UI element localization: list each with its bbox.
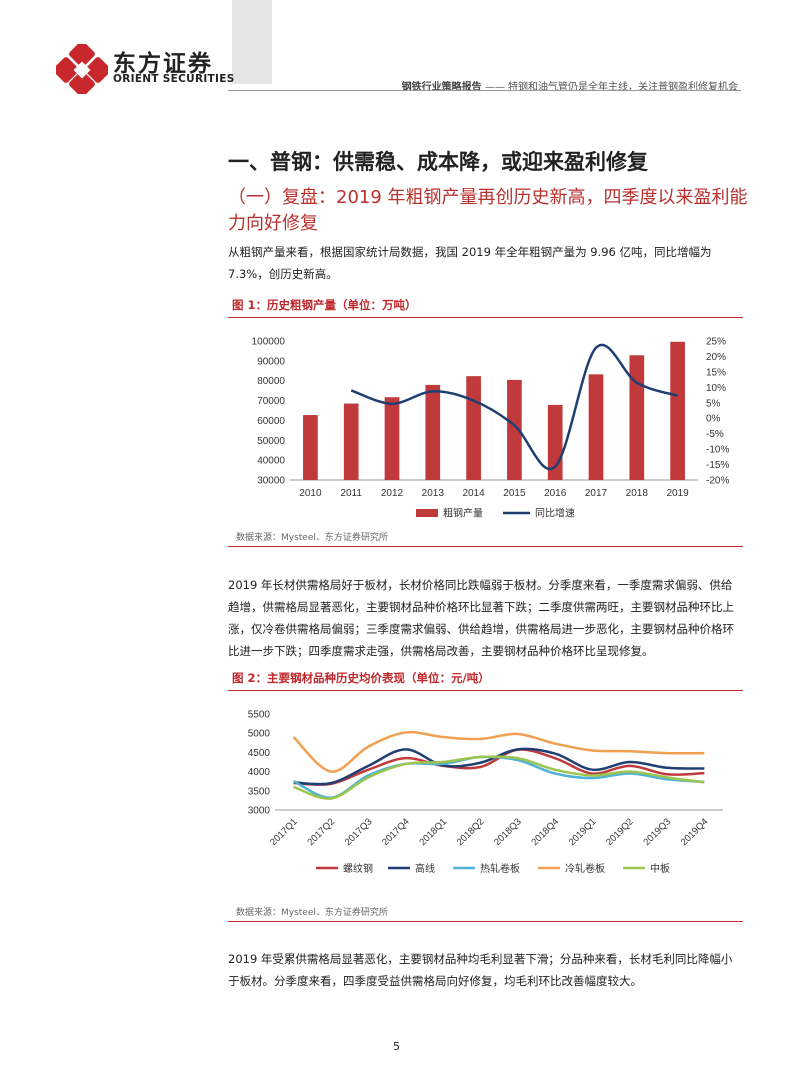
x-tick-label: 2018 [626, 488, 649, 499]
y2-tick-label: 20% [706, 352, 726, 363]
x-tick-label: 2017 [585, 488, 608, 499]
x-tick-label: 2018Q2 [455, 816, 487, 848]
y-tick-label: 3000 [248, 806, 271, 817]
subsection-title: （一）复盘：2019 年粗钢产量再创历史新高，四季度以来盈利能力向好修复 [228, 187, 748, 234]
y-tick-label: 30000 [257, 476, 285, 487]
y2-tick-label: 15% [706, 367, 726, 378]
bar [670, 341, 685, 480]
x-tick-label: 2018Q3 [492, 816, 524, 848]
x-tick-label: 2011 [340, 488, 362, 499]
bar [303, 415, 318, 480]
x-tick-label: 2019Q1 [567, 816, 599, 848]
logo-chinese-name: 东方证券 [113, 51, 213, 77]
report-header: 钢铁行业策略报告 —— 特钢和油气管仍是全年主线，关注普钢盈利修复机会 [402, 78, 738, 93]
x-tick-label: 2015 [503, 488, 526, 499]
figure-2-top-rule [228, 690, 743, 691]
x-tick-label: 2019Q4 [679, 816, 711, 848]
bar [384, 397, 400, 480]
x-tick-label: 2016 [544, 488, 567, 499]
y2-tick-label: 5% [706, 398, 721, 409]
section-title: 一、普钢：供需稳、成本降，或迎来盈利修复 [228, 150, 648, 174]
report-title: —— 特钢和油气管仍是全年主线，关注普钢盈利修复机会 [484, 82, 738, 93]
bar [507, 379, 522, 480]
bar [425, 384, 441, 480]
x-tick-label: 2019Q2 [604, 816, 636, 848]
logo-english-name: ORIENT SECURITIES [113, 73, 235, 85]
series-line [293, 755, 705, 800]
bar [629, 355, 645, 480]
x-tick-label: 2012 [381, 488, 404, 499]
series-line [293, 747, 705, 786]
x-tick-label: 2018Q4 [529, 816, 561, 848]
figure-1-bottom-rule [228, 546, 743, 547]
x-tick-label: 2017Q3 [343, 816, 375, 848]
y-tick-label: 5000 [248, 729, 271, 740]
legend-line-label: 同比增速 [535, 507, 575, 520]
x-tick-label: 2018Q1 [417, 816, 449, 848]
y-tick-label: 60000 [257, 416, 285, 427]
orient-logo-icon [56, 44, 108, 94]
paragraph-1: 从粗钢产量来看，根据国家统计局数据，我国 2019 年全年粗钢产量为 9.96 … [228, 245, 712, 281]
legend-label: 高线 [415, 862, 435, 875]
legend-bar-swatch [416, 509, 438, 517]
y2-tick-label: 10% [706, 383, 726, 394]
x-tick-label: 2017Q4 [380, 816, 412, 848]
legend-bar-label: 粗钢产量 [443, 507, 483, 520]
header-gray-bar [232, 0, 272, 84]
y2-tick-label: -15% [706, 460, 729, 471]
legend-label: 中板 [650, 862, 670, 875]
paragraph-2: 2019 年长材供需格局好于板材，长材价格同比跌幅弱于板材。分季度来看，一季度需… [228, 578, 734, 658]
figure-1-top-rule [228, 317, 743, 318]
figure-1-source: 数据来源：Mysteel、东方证券研究所 [236, 533, 388, 543]
page-number: 5 [393, 1040, 400, 1053]
bar [343, 403, 359, 480]
y-tick-label: 80000 [257, 376, 285, 387]
figure-2-source: 数据来源：Mysteel、东方证券研究所 [236, 908, 388, 918]
legend-label: 热轧卷板 [480, 862, 520, 875]
y-tick-label: 50000 [257, 436, 285, 447]
x-tick-label: 2019Q3 [641, 816, 673, 848]
y2-tick-label: -20% [706, 476, 729, 487]
report-type: 钢铁行业策略报告 [401, 82, 482, 93]
y-tick-label: 4000 [248, 767, 271, 778]
bar [588, 374, 604, 480]
figure-2-title: 图 2：主要钢材品种历史均价表现（单位：元/吨） [232, 671, 490, 685]
x-tick-label: 2017Q2 [305, 816, 337, 848]
series-line [292, 730, 705, 773]
figure-1-title: 图 1：历史粗钢产量（单位：万吨） [232, 298, 417, 312]
y-tick-label: 5500 [248, 710, 271, 721]
growth-line [350, 343, 678, 471]
x-tick-label: 2013 [422, 488, 445, 499]
y-tick-label: 100000 [252, 337, 286, 348]
y-tick-label: 70000 [257, 396, 285, 407]
y2-tick-label: -10% [706, 445, 729, 456]
y2-tick-label: 0% [706, 414, 721, 425]
x-tick-label: 2019 [666, 488, 689, 499]
header-divider [228, 90, 741, 91]
paragraph-3: 2019 年受累供需格局显著恶化，主要钢材品种均毛利显著下滑；分品种来看，长材毛… [228, 952, 733, 988]
x-tick-label: 2017Q1 [268, 816, 300, 848]
x-tick-label: 2014 [462, 488, 485, 499]
legend-label: 冷轧卷板 [565, 862, 605, 875]
y2-tick-label: -5% [706, 429, 724, 440]
figure-2-bottom-rule [228, 921, 743, 922]
y-tick-label: 90000 [257, 356, 285, 367]
figure-1-chart: 30000 40000 50000 60000 70000 80000 90000 10000… [252, 337, 730, 520]
x-tick-label: 2010 [299, 488, 322, 499]
bar [466, 376, 481, 480]
y-tick-label: 4500 [248, 748, 271, 759]
y2-tick-label: 25% [706, 337, 726, 348]
y-tick-label: 40000 [257, 456, 285, 467]
y-tick-label: 3500 [248, 786, 271, 797]
legend-label: 螺纹钢 [343, 862, 373, 875]
